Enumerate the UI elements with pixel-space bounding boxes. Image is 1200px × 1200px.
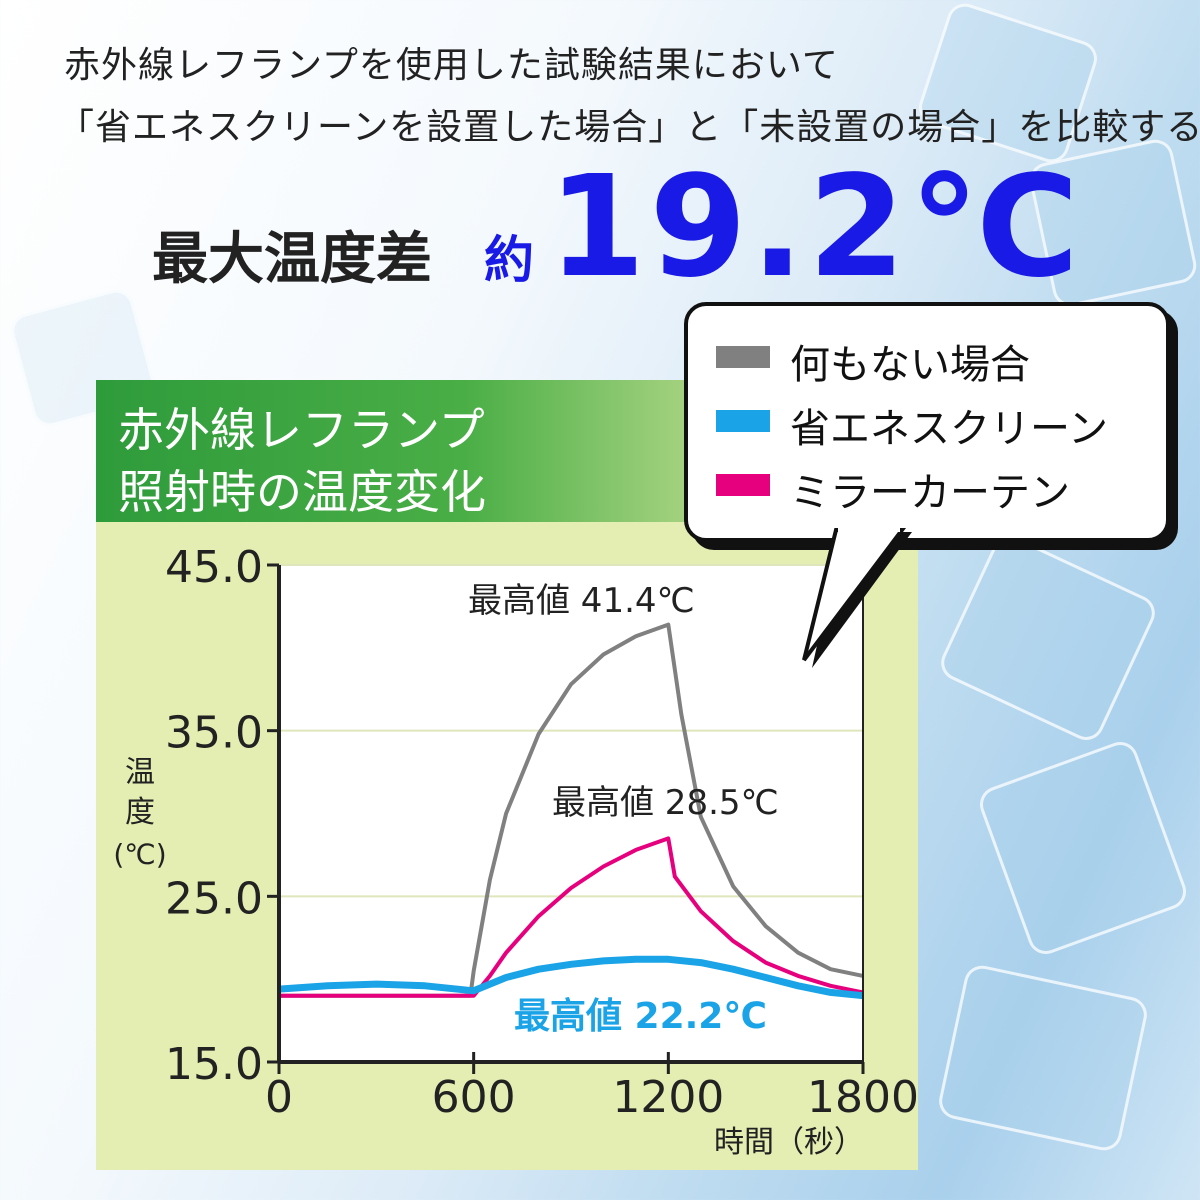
legend-swatch-magenta — [716, 474, 770, 496]
legend-callout: 何もない場合 省エネスクリーン ミラーカーテン — [684, 302, 1170, 542]
legend-label: 省エネスクリーン — [790, 406, 1108, 452]
chart-title-line-2: 照射時の温度変化 — [118, 465, 486, 519]
legend-label: 何もない場合 — [790, 342, 1030, 388]
header-line-2: 「省エネスクリーンを設置した場合」と「未設置の場合」を比較すると — [58, 107, 1200, 148]
max-temp-diff-value: 19.2℃ — [548, 146, 1083, 309]
ice-cube-decoration — [974, 736, 1192, 960]
max-temp-diff-label: 最大温度差 — [152, 227, 432, 292]
legend-swatch-blue — [716, 410, 770, 432]
ice-cube-decoration — [935, 962, 1151, 1154]
legend-swatch-gray — [716, 346, 770, 368]
chart-title-line-1: 赤外線レフランプ — [118, 403, 485, 457]
approx-label: 約 — [484, 231, 534, 289]
ice-cube-decoration — [935, 530, 1161, 746]
legend-label: ミラーカーテン — [790, 470, 1070, 516]
header-line-1: 赤外線レフランプを使用した試験結果において — [64, 45, 839, 86]
